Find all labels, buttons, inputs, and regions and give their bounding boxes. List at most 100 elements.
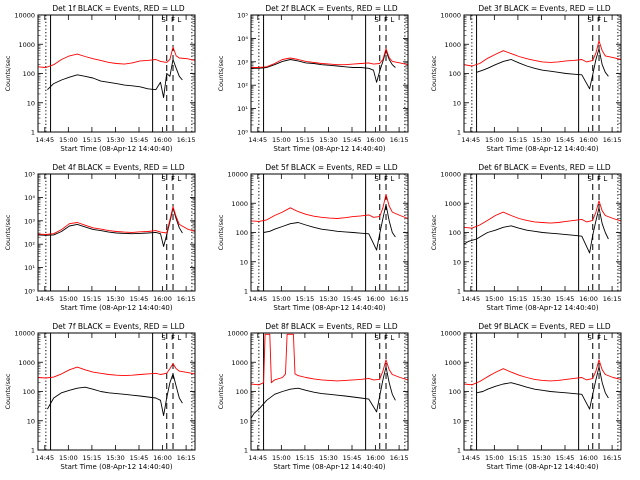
x-tick-label: 16:15 [390,295,409,303]
x-tick-label: 14:45 [35,454,54,462]
detector-panel-4: Det 4f BLACK = Events, RED = LLD Counts/s… [4,163,196,312]
x-tick-label: 15:45 [556,454,575,462]
panel-title: Det 5f BLACK = Events, RED = LLD [265,163,398,172]
x-tick-label: 15:30 [532,454,551,462]
x-tick-label: 16:00 [366,295,385,303]
y-tick-label: 10000 [440,330,461,338]
events-series-line [250,366,396,419]
x-tick-label: 14:45 [248,454,267,462]
y-tick-label: 10² [24,241,35,249]
y-tick-label: 10⁴ [24,194,35,202]
events-series-line [476,366,609,410]
x-tick-label: 16:00 [153,454,172,462]
y-tick-label: 10³ [24,217,35,225]
y-tick-label: 10000 [440,171,461,179]
detector-panel-2: Det 2f BLACK = Events, RED = LLD Counts/s… [217,4,409,153]
x-tick-label: 15:30 [106,295,125,303]
plot-frame [250,14,409,133]
marker-letter: L [603,175,607,183]
x-tick-label: 15:15 [509,295,528,303]
detector-panel-9: Det 9f BLACK = Events, RED = LLD Counts/s… [430,322,622,471]
y-tick-label: 1 [244,447,248,455]
y-tick-label: 10⁴ [237,35,248,43]
x-tick-label: 15:15 [296,295,315,303]
events-series-line [263,204,396,251]
y-tick-label: 10⁰ [24,288,35,296]
marker-letter: S [161,16,166,24]
x-axis-label: Start Time (08-Apr-12 14:40:40) [486,145,598,153]
y-axis-label: Counts/sec [4,214,12,250]
events-series-line [47,59,183,99]
x-tick-label: 15:15 [83,454,102,462]
x-tick-label: 15:45 [343,136,362,144]
marker-letter: F [171,175,175,183]
marker-letter: S [161,175,166,183]
x-tick-label: 15:45 [130,454,149,462]
marker-letter: F [597,16,601,24]
y-tick-label: 10 [453,99,461,107]
lld-series-line [250,333,409,386]
x-tick-label: 15:00 [59,136,78,144]
y-axis-label: Counts/sec [217,373,225,409]
y-tick-label: 1000 [444,200,461,208]
y-tick-label: 1000 [444,41,461,49]
marker-letter: F [171,334,175,342]
x-tick-label: 14:45 [248,295,267,303]
x-tick-label: 16:00 [579,295,598,303]
x-tick-label: 15:00 [272,454,291,462]
x-tick-label: 16:15 [603,454,622,462]
y-tick-label: 1000 [444,359,461,367]
x-tick-label: 16:15 [177,295,196,303]
x-tick-label: 16:00 [579,454,598,462]
x-tick-label: 15:45 [556,295,575,303]
lld-series-line [37,363,196,379]
events-series-line [476,48,609,90]
marker-letter: L [390,334,394,342]
marker-letter: S [374,334,379,342]
marker-letter: S [587,175,592,183]
x-tick-label: 15:00 [485,136,504,144]
y-axis-label: Counts/sec [217,55,225,91]
events-series-line [251,50,396,83]
x-tick-label: 16:15 [603,136,622,144]
lld-series-line [250,193,409,222]
x-tick-label: 16:15 [177,136,196,144]
panel-title: Det 8f BLACK = Events, RED = LLD [265,322,398,331]
marker-letter: S [161,334,166,342]
plot-frame [250,332,409,451]
x-axis-label: Start Time (08-Apr-12 14:40:40) [486,463,598,471]
x-tick-label: 16:00 [366,136,385,144]
events-series-line [37,207,183,247]
y-tick-label: 10 [27,417,35,425]
x-tick-label: 15:30 [106,454,125,462]
y-tick-label: 1 [31,129,35,137]
panel-title: Det 7f BLACK = Events, RED = LLD [52,322,185,331]
y-tick-label: 1000 [231,200,248,208]
x-tick-label: 14:45 [35,136,54,144]
x-tick-label: 16:15 [177,454,196,462]
y-tick-label: 1 [457,447,461,455]
y-tick-label: 100 [449,388,461,396]
y-tick-label: 10000 [14,12,35,20]
y-tick-label: 10000 [227,171,248,179]
x-tick-label: 16:15 [603,295,622,303]
marker-letter: F [171,16,175,24]
marker-letter: F [597,175,601,183]
x-tick-label: 14:45 [35,295,54,303]
detector-panel-7: Det 7f BLACK = Events, RED = LLD Counts/s… [4,322,196,471]
x-tick-label: 15:00 [272,136,291,144]
y-tick-label: 10 [453,258,461,266]
plot-frame [37,173,196,292]
plot-frame [250,173,409,292]
detector-panel-5: Det 5f BLACK = Events, RED = LLD Counts/s… [217,163,409,312]
plot-frame [37,14,196,133]
lld-series-line [37,46,196,68]
x-tick-label: 14:45 [461,454,480,462]
x-tick-label: 15:00 [485,295,504,303]
marker-letter: L [177,334,181,342]
y-tick-label: 10¹ [24,264,35,272]
plot-frame [463,332,622,451]
y-tick-label: 10⁵ [237,12,248,20]
y-tick-label: 1000 [231,359,248,367]
panel-title: Det 2f BLACK = Events, RED = LLD [265,4,398,13]
